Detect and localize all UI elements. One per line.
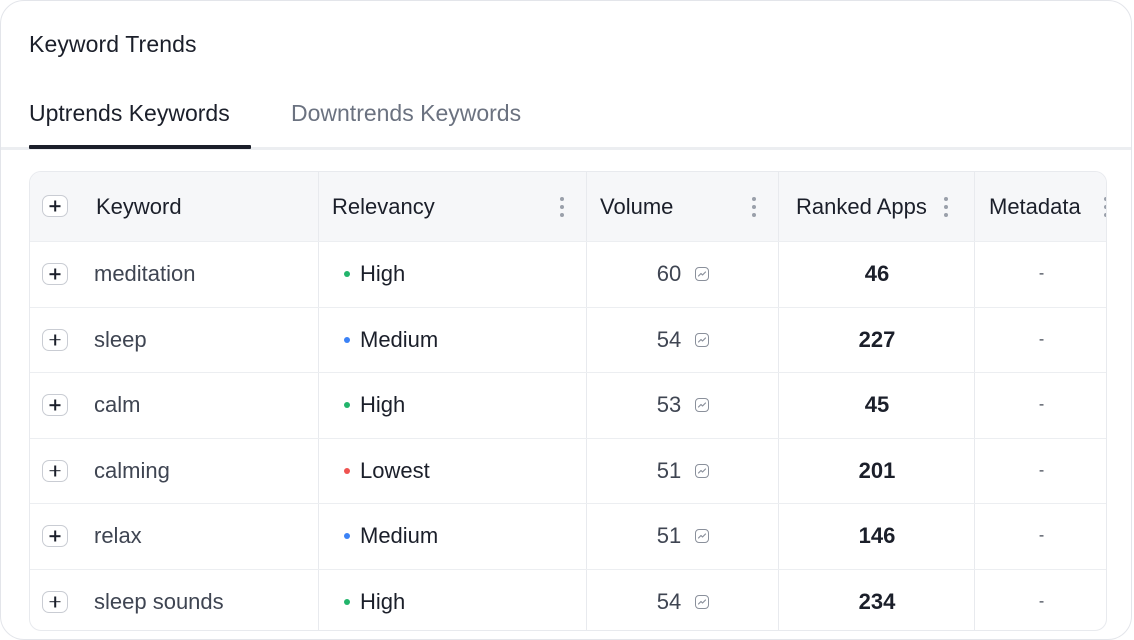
- relevancy-label: High: [360, 261, 406, 286]
- add-keyword-plus-icon[interactable]: [42, 525, 68, 547]
- column-divider: [586, 172, 587, 630]
- trend-chart-icon[interactable]: [695, 594, 710, 609]
- column-header-volume[interactable]: Volume: [600, 172, 673, 241]
- column-header-keyword[interactable]: Keyword: [96, 172, 182, 241]
- volume-cell: 53: [587, 373, 779, 437]
- ranked-apps-cell: 45: [864, 392, 890, 417]
- add-keyword-plus-icon[interactable]: [42, 328, 68, 351]
- column-header-label: Keyword: [96, 193, 182, 219]
- relevancy-label: Medium: [360, 326, 439, 352]
- keywords-table: Keyword Relevancy Volume Ranked Apps Met…: [29, 171, 1107, 631]
- table-row[interactable]: sleep Medium 54 227 -: [30, 306, 1106, 372]
- volume-cell: 51: [587, 504, 779, 568]
- table-row[interactable]: relax Medium 51 146 -: [30, 503, 1106, 568]
- table-header: Keyword Relevancy Volume Ranked Apps Met…: [30, 172, 1106, 241]
- relevancy-cell: Medium: [344, 504, 438, 568]
- volume-cell: 51: [587, 439, 779, 503]
- volume-column-menu-kebab-icon[interactable]: [752, 197, 756, 217]
- column-header-label: Volume: [600, 193, 674, 219]
- trend-chart-icon[interactable]: [695, 529, 710, 543]
- tab-bar: Uptrends Keywords Downtrends Keywords: [1, 93, 1131, 150]
- metadata-cell: -: [1038, 461, 1045, 479]
- relevancy-dot-icon: [344, 336, 350, 343]
- keyword-cell: meditation: [94, 261, 196, 286]
- relevancy-cell: High: [344, 242, 405, 306]
- add-keyword-plus-icon[interactable]: [42, 263, 68, 285]
- ranked-apps-cell: 146: [858, 523, 896, 548]
- volume-cell: 60: [587, 242, 779, 306]
- volume-value: 53: [656, 392, 682, 417]
- relevancy-cell: High: [344, 570, 406, 631]
- add-keyword-plus-icon[interactable]: [42, 394, 68, 416]
- table-row[interactable]: meditation High 60 46 -: [30, 241, 1106, 306]
- tab-uptrends-keywords[interactable]: Uptrends Keywords: [29, 100, 230, 126]
- relevancy-label: Lowest: [360, 457, 430, 483]
- column-header-ranked-apps[interactable]: Ranked Apps: [796, 172, 927, 241]
- keyword-cell: relax: [94, 523, 142, 548]
- trend-chart-icon[interactable]: [695, 267, 710, 281]
- relevancy-dot-icon: [344, 533, 350, 539]
- ranked-apps-cell: 234: [858, 588, 896, 614]
- add-keyword-plus-icon[interactable]: [42, 590, 68, 613]
- trend-chart-icon[interactable]: [695, 332, 710, 347]
- tabs-divider: [1, 147, 1131, 150]
- relevancy-column-menu-kebab-icon[interactable]: [560, 197, 564, 217]
- ranked-apps-cell: 227: [858, 326, 896, 352]
- relevancy-label: High: [360, 588, 406, 614]
- relevancy-dot-icon: [344, 402, 350, 408]
- ranked-apps-cell: 201: [858, 457, 896, 483]
- column-header-label: Ranked Apps: [796, 193, 927, 219]
- column-divider: [778, 172, 779, 630]
- volume-value: 60: [656, 261, 682, 286]
- relevancy-dot-icon: [344, 271, 350, 277]
- metadata-column-menu-kebab-icon[interactable]: [1104, 197, 1106, 217]
- card-title: Keyword Trends: [29, 31, 197, 57]
- add-keyword-plus-icon[interactable]: [42, 459, 68, 482]
- column-divider: [974, 172, 975, 630]
- table-row[interactable]: sleep sounds High 54 234 -: [30, 568, 1106, 631]
- column-divider: [318, 172, 319, 630]
- active-tab-indicator: [29, 145, 251, 149]
- volume-cell: 54: [587, 308, 779, 372]
- keyword-cell: calm: [94, 392, 141, 417]
- relevancy-cell: High: [344, 373, 405, 437]
- relevancy-label: High: [360, 392, 406, 417]
- trend-chart-icon[interactable]: [695, 398, 710, 412]
- column-header-metadata[interactable]: Metadata: [989, 172, 1081, 241]
- metadata-cell: -: [1038, 592, 1045, 610]
- relevancy-cell: Lowest: [344, 439, 430, 503]
- keyword-cell: sleep sounds: [94, 588, 224, 614]
- keyword-cell: calming: [94, 457, 170, 483]
- relevancy-dot-icon: [344, 467, 350, 474]
- volume-value: 51: [656, 457, 682, 483]
- metadata-cell: -: [1038, 330, 1045, 348]
- column-header-label: Relevancy: [332, 193, 435, 219]
- relevancy-label: Medium: [360, 523, 439, 548]
- metadata-cell: -: [1038, 396, 1045, 413]
- metadata-cell: -: [1038, 265, 1045, 282]
- volume-cell: 54: [587, 570, 779, 631]
- ranked-apps-column-menu-kebab-icon[interactable]: [944, 197, 948, 217]
- add-all-plus-icon[interactable]: [42, 195, 68, 217]
- volume-value: 54: [656, 326, 682, 352]
- relevancy-dot-icon: [344, 598, 350, 605]
- tab-downtrends-keywords[interactable]: Downtrends Keywords: [291, 100, 522, 126]
- volume-value: 51: [656, 523, 682, 548]
- table-row[interactable]: calm High 53 45 -: [30, 372, 1106, 437]
- table-row[interactable]: calming Lowest 51 201 -: [30, 437, 1106, 503]
- column-header-label: Metadata: [989, 193, 1081, 219]
- ranked-apps-cell: 46: [864, 261, 890, 286]
- keyword-cell: sleep: [94, 326, 147, 352]
- trend-chart-icon[interactable]: [695, 463, 710, 478]
- metadata-cell: -: [1038, 527, 1045, 544]
- volume-value: 54: [656, 588, 682, 614]
- column-header-relevancy[interactable]: Relevancy: [332, 172, 435, 241]
- relevancy-cell: Medium: [344, 308, 438, 372]
